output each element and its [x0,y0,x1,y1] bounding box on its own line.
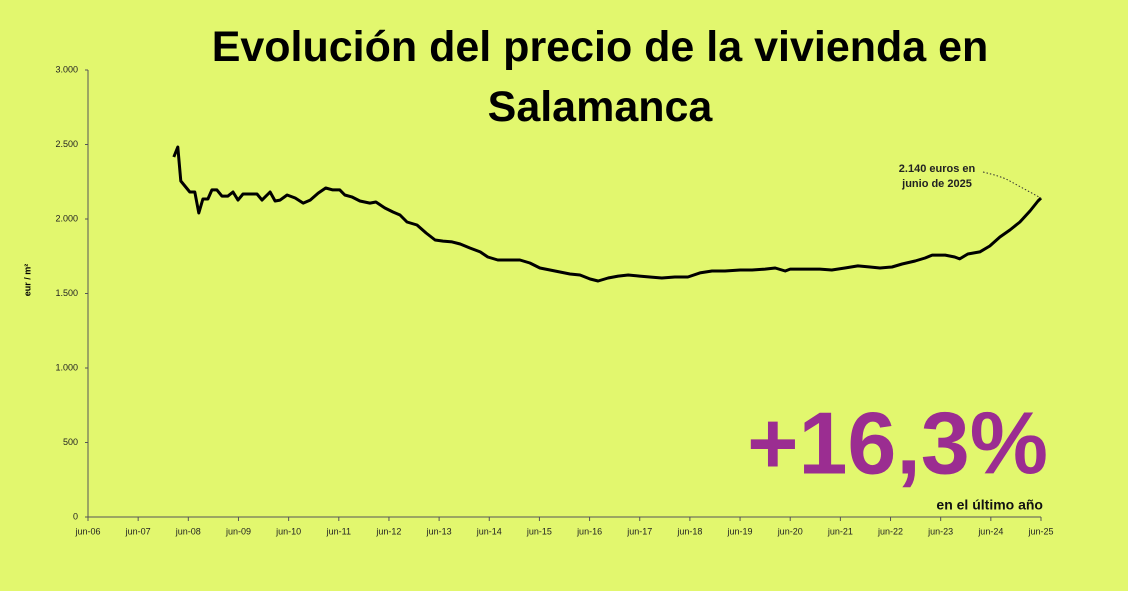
highlight-caption: en el último año [936,497,1043,513]
x-tick-label: jun-22 [877,526,903,536]
x-tick-label: jun-25 [1027,526,1053,536]
price-line [172,145,1043,283]
x-tick-label: jun-16 [576,526,602,536]
x-tick-label: jun-13 [426,526,452,536]
y-axis-label: eur / m² [22,264,32,297]
y-tick-label: 500 [63,437,78,447]
x-tick-label: jun-24 [977,526,1003,536]
x-tick-label: jun-19 [727,526,753,536]
x-tick-label: jun-06 [74,526,100,536]
y-tick-label: 0 [73,511,78,521]
x-tick-label: jun-12 [375,526,401,536]
x-tick-label: jun-17 [626,526,652,536]
x-tick-label: jun-14 [476,526,502,536]
x-tick-label: jun-15 [526,526,552,536]
y-tick-label: 3.000 [55,64,78,74]
x-tick-label: jun-11 [326,526,351,536]
x-tick-label: jun-10 [275,526,301,536]
y-tick-label: 1.000 [55,362,78,372]
annotation-line: 2.140 euros en [899,163,976,175]
x-tick-label: jun-08 [175,526,201,536]
highlight-value: +16,3% [747,393,1048,492]
y-tick-label: 1.500 [55,288,78,298]
annotation-line: junio de 2025 [901,178,972,190]
x-tick-label: jun-09 [225,526,251,536]
x-tick-label: jun-21 [827,526,853,536]
y-tick-label: 2.500 [55,139,78,149]
chart-title: Evolución del precio de la vivienda en S… [211,23,989,131]
x-tick-label: jun-18 [676,526,702,536]
x-tick-label: jun-20 [777,526,803,536]
x-tick-label: jun-23 [927,526,953,536]
x-tick-label: jun-07 [125,526,151,536]
y-tick-label: 2.000 [55,213,78,223]
